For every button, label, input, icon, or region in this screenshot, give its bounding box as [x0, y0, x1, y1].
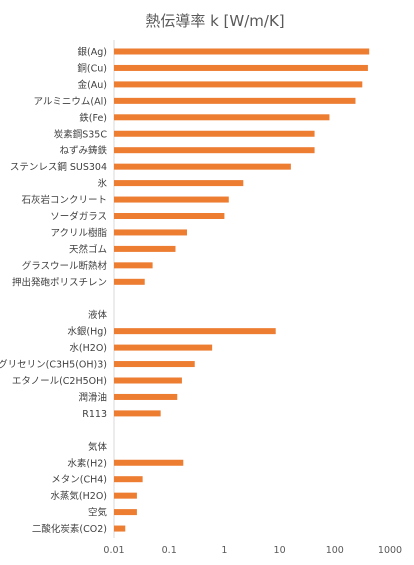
- category-label: 水素(H2): [67, 457, 107, 469]
- bar: [114, 262, 153, 269]
- category-label: 液体: [88, 309, 108, 321]
- category-label: 炭素鋼S35C: [54, 128, 108, 140]
- bar: [114, 459, 184, 466]
- bar: [114, 278, 145, 285]
- category-labels: 銀(Ag) 銅(Cu) 金(Au) アルミニウム(Al) 鉄(Fe) 炭素鋼S35C ねずみ…: [0, 46, 107, 535]
- bar: [114, 130, 315, 137]
- bar: [114, 492, 137, 499]
- category-label: 水(H2O): [69, 342, 107, 354]
- bar: [114, 410, 161, 417]
- bars: [113, 40, 370, 538]
- bar: [114, 48, 370, 55]
- category-label: 鉄(Fe): [79, 112, 107, 124]
- bar: [114, 393, 178, 400]
- bar: [114, 361, 195, 368]
- category-label: R113: [82, 409, 107, 420]
- category-label: グリセリン(C3H5(OH)3): [0, 359, 107, 371]
- x-tick-label: 0.1: [162, 545, 177, 556]
- bar: [114, 64, 368, 71]
- bar: [114, 476, 143, 483]
- category-label: 二酸化炭素(CO2): [32, 523, 107, 535]
- bar: [114, 245, 176, 252]
- category-label: 天然ゴム: [69, 243, 107, 255]
- bar: [114, 509, 137, 516]
- bar: [114, 81, 363, 88]
- bar: [114, 213, 225, 219]
- bar: [114, 377, 182, 384]
- x-axis-ticks: 0.01 0.1 1 10 100 1000: [103, 545, 402, 556]
- category-label: 気体: [88, 441, 108, 453]
- category-label: グラスウール断熱材: [22, 260, 108, 272]
- bar: [114, 196, 229, 203]
- category-label: 銀(Ag): [78, 46, 107, 58]
- category-label: ねずみ鋳鉄: [59, 145, 107, 157]
- category-label: 水蒸気(H2O): [50, 490, 107, 502]
- x-tick-label: 1: [221, 545, 227, 556]
- category-label: 銅(Cu): [77, 62, 107, 74]
- bar: [114, 163, 291, 170]
- bar: [114, 97, 356, 104]
- bar: [114, 147, 315, 154]
- x-tick-label: 10: [274, 545, 286, 556]
- category-label: ステンレス鋼 SUS304: [10, 161, 107, 173]
- category-label: 氷: [97, 178, 107, 190]
- category-label: 石灰岩コンクリート: [21, 194, 107, 206]
- x-tick-label: 0.01: [103, 545, 124, 556]
- category-label: 空気: [88, 507, 108, 519]
- chart-title: 熱伝導率 k [W/m/K]: [145, 12, 284, 30]
- x-tick-label: 100: [326, 545, 344, 556]
- category-label: エタノール(C2H5OH): [12, 376, 107, 387]
- category-label: アクリル樹脂: [50, 227, 107, 239]
- category-label: 水銀(Hg): [67, 326, 107, 338]
- bar: [114, 229, 187, 236]
- bar: [114, 114, 330, 121]
- category-label: 潤滑油: [78, 391, 107, 403]
- category-label: メタン(CH4): [51, 475, 107, 486]
- bar: [114, 328, 276, 335]
- category-label: 押出発砲ポリスチレン: [12, 276, 107, 288]
- bar: [114, 344, 213, 351]
- bar: [114, 180, 244, 187]
- bar: [114, 525, 126, 532]
- category-label: ソーダガラス: [50, 211, 107, 223]
- category-label: 金(Au): [78, 79, 107, 91]
- category-label: アルミニウム(Al): [34, 96, 107, 107]
- x-tick-label: 1000: [378, 545, 402, 556]
